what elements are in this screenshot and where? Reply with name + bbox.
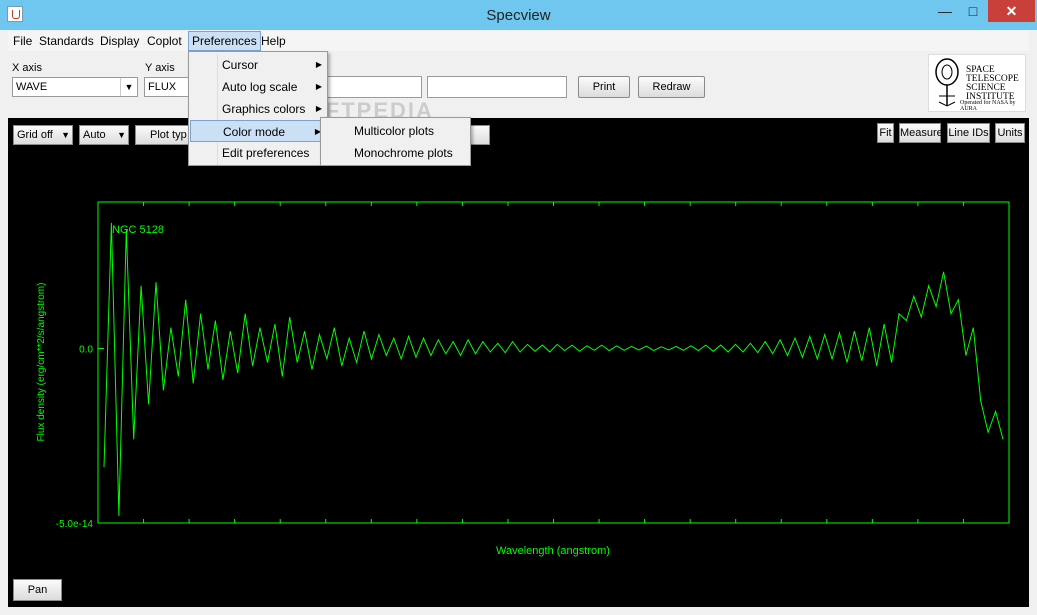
preferences-dropdown: Cursor ▶ Auto log scale ▶ Graphics color… (188, 51, 328, 166)
minimize-button[interactable]: — (938, 3, 952, 19)
object-annotation: NGC 5128 (112, 224, 164, 236)
menu-item-graphics-colors[interactable]: Graphics colors ▶ (190, 98, 326, 120)
grid-select[interactable]: Grid off ▼ (13, 125, 73, 145)
chevron-down-icon[interactable]: ▼ (120, 78, 137, 96)
menu-item-label: Edit preferences (222, 146, 310, 160)
pan-button[interactable]: Pan (13, 579, 62, 601)
chevron-down-icon[interactable]: ▼ (117, 130, 126, 140)
menu-gutter (217, 54, 218, 165)
stsci-emblem-icon (935, 58, 959, 107)
window-title: Specview (486, 7, 551, 24)
submenu-arrow-icon: ▶ (315, 104, 322, 113)
spectrum-chart[interactable]: NGC 5128 Wavelength (angstrom) Flux dens… (8, 154, 1029, 602)
close-button[interactable]: ✕ (988, 0, 1035, 22)
menu-coplot[interactable]: Coplot (147, 34, 182, 48)
color-mode-submenu: Multicolor plots Monochrome plots (320, 117, 471, 166)
y-axis-label: Y axis (145, 62, 175, 74)
menu-help[interactable]: Help (261, 34, 286, 48)
text-field-2[interactable] (427, 76, 567, 98)
line-ids-button[interactable]: Line IDs (947, 123, 990, 143)
stsci-logo: SPACE TELESCOPE SCIENCE INSTITUTE Operat… (928, 54, 1026, 112)
scale-select[interactable]: Auto ▼ (79, 125, 129, 145)
grid-value: Grid off (17, 129, 53, 141)
redraw-button[interactable]: Redraw (638, 76, 705, 98)
plot-panel[interactable]: Grid off ▼ Auto ▼ Plot typ Fit Measure L… (8, 118, 1029, 607)
submenu-item-label: Multicolor plots (354, 124, 435, 138)
logo-line: SCIENCE (966, 83, 1006, 93)
submenu-item-label: Monochrome plots (354, 146, 453, 160)
y-axis-title: Flux density (erg/cm**2/s/angstrom) (36, 283, 47, 442)
maximize-button[interactable]: □ (968, 3, 978, 19)
y-axis-value: FLUX (148, 81, 177, 93)
menu-item-edit-preferences[interactable]: Edit preferences (190, 142, 326, 164)
title-bar: Specview — □ ✕ (0, 0, 1037, 30)
toolbar: X axis WAVE ▼ Y axis FLUX Print Redraw (8, 51, 1029, 115)
measure-button[interactable]: Measure (899, 123, 943, 143)
menu-item-label: Auto log scale (222, 80, 298, 94)
spectrum-line (103, 222, 1004, 517)
logo-subtitle: Operated for NASA by AURA (960, 100, 1016, 112)
menu-item-label: Graphics colors (222, 102, 306, 116)
plot-frame (97, 201, 1010, 524)
menu-display[interactable]: Display (100, 34, 140, 48)
x-axis-title: Wavelength (angstrom) (496, 545, 610, 557)
submenu-item-multicolor[interactable]: Multicolor plots (322, 120, 469, 142)
menu-standards[interactable]: Standards (39, 34, 94, 48)
x-axis-value: WAVE (16, 81, 48, 93)
submenu-arrow-icon: ▶ (315, 60, 322, 69)
logo-line: TELESCOPE (966, 74, 1019, 84)
menu-file[interactable]: File (13, 34, 33, 48)
menu-bar: File Standards Display Coplot Preference… (8, 31, 1029, 51)
menu-preferences[interactable]: Preferences (188, 31, 261, 51)
submenu-arrow-icon: ▶ (315, 82, 322, 91)
chevron-down-icon[interactable]: ▼ (61, 130, 70, 140)
units-button[interactable]: Units (995, 123, 1025, 143)
menu-item-label: Color mode (223, 125, 286, 139)
plot-type-button[interactable]: Plot typ (135, 125, 195, 145)
java-app-icon[interactable] (7, 6, 23, 22)
stsci-logo-text: SPACE TELESCOPE SCIENCE INSTITUTE (966, 65, 1019, 102)
y-tick-label: 0.0 (79, 345, 93, 356)
menu-item-label: Cursor (222, 58, 259, 72)
text-field-1[interactable] (326, 76, 422, 98)
logo-line: INSTITUTE (966, 92, 1015, 102)
menu-item-cursor[interactable]: Cursor ▶ (190, 54, 326, 76)
x-axis-select[interactable]: WAVE ▼ (12, 77, 138, 97)
menu-item-color-mode[interactable]: Color mode ▶ (190, 120, 326, 142)
submenu-arrow-icon: ▶ (314, 127, 321, 136)
y-axis-select[interactable]: FLUX (144, 77, 190, 97)
x-axis-label: X axis (12, 62, 42, 74)
y-tick-label: -5.0e-14 (56, 519, 94, 530)
fit-button[interactable]: Fit (877, 123, 894, 143)
scale-value: Auto (83, 129, 106, 141)
print-button[interactable]: Print (578, 76, 630, 98)
submenu-item-monochrome[interactable]: Monochrome plots (322, 142, 469, 164)
menu-item-auto-log-scale[interactable]: Auto log scale ▶ (190, 76, 326, 98)
hidden-button[interactable] (469, 125, 490, 145)
logo-line: SPACE (966, 65, 995, 75)
